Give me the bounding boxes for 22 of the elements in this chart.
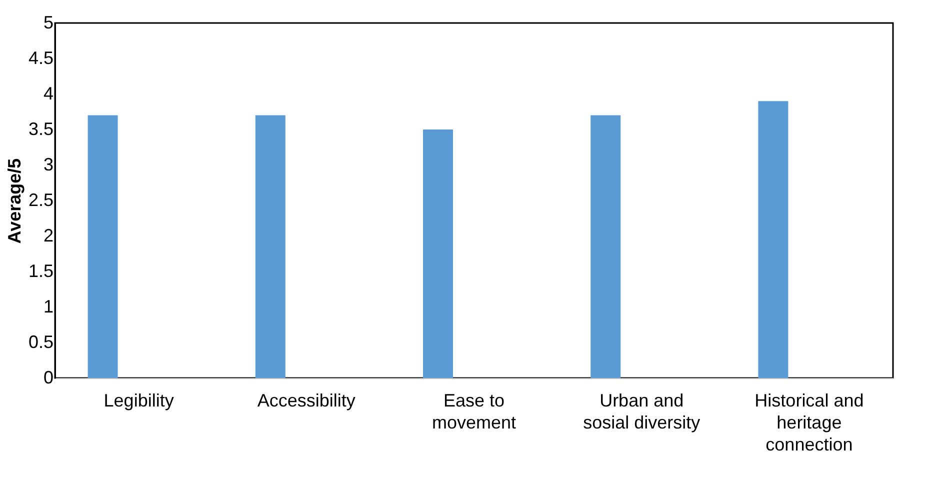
y-tick-label: 1.5	[28, 261, 54, 281]
y-tick-label: 2.5	[28, 190, 54, 210]
x-tick-label: Historical and heritage connection	[754, 390, 864, 454]
y-tick-label: 5	[43, 12, 54, 32]
bar	[423, 130, 453, 378]
y-tick-label: 3.5	[28, 119, 54, 139]
y-tick-label: 0	[43, 368, 54, 388]
x-tick-label: Ease to movement	[432, 390, 516, 432]
y-tick-label: 1	[43, 296, 54, 316]
x-tick-label: Urban and sosial diversity	[583, 390, 700, 432]
y-tick-label: 4.5	[28, 48, 54, 68]
bar	[255, 115, 286, 378]
bar	[758, 101, 788, 378]
bar	[88, 115, 118, 378]
y-axis-title: Average/5	[4, 158, 24, 244]
bar	[590, 115, 621, 378]
y-tick-label: 3	[43, 154, 54, 174]
x-tick-label: Accessibility	[257, 390, 356, 410]
y-tick-label: 4	[43, 84, 54, 104]
x-tick-label: Legibility	[104, 390, 174, 410]
y-tick-label: 0.5	[28, 332, 54, 352]
y-tick-label: 2	[43, 226, 54, 246]
